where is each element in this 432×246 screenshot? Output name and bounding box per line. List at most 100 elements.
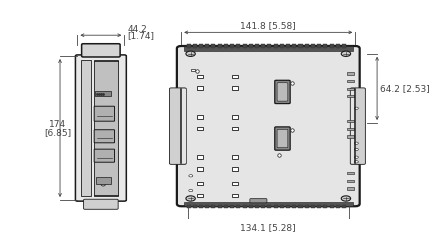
Bar	[81, 60, 91, 196]
Bar	[347, 95, 354, 97]
Bar	[311, 44, 315, 48]
Bar	[261, 44, 265, 48]
Bar	[347, 80, 354, 82]
FancyBboxPatch shape	[84, 199, 118, 209]
Circle shape	[354, 161, 358, 163]
Bar	[232, 167, 238, 170]
Bar	[184, 202, 353, 206]
FancyBboxPatch shape	[94, 106, 114, 121]
Circle shape	[186, 51, 195, 56]
Circle shape	[354, 142, 358, 144]
Bar	[191, 69, 195, 71]
Bar	[211, 44, 216, 48]
Bar	[324, 44, 327, 48]
Bar	[292, 204, 296, 208]
Bar	[347, 88, 354, 90]
Bar	[197, 155, 203, 159]
Bar	[305, 204, 309, 208]
Bar	[181, 89, 186, 163]
Bar	[197, 115, 203, 119]
Bar	[273, 44, 278, 48]
Bar	[330, 204, 334, 208]
Bar	[236, 204, 240, 208]
Bar	[232, 182, 238, 185]
FancyBboxPatch shape	[82, 44, 120, 57]
Circle shape	[341, 196, 351, 201]
Bar	[218, 44, 222, 48]
Bar	[351, 89, 356, 163]
FancyBboxPatch shape	[275, 80, 290, 104]
Bar	[336, 44, 340, 48]
Bar	[242, 204, 247, 208]
Circle shape	[341, 51, 351, 56]
Bar	[249, 44, 253, 48]
Text: 64.2 [2.53]: 64.2 [2.53]	[381, 84, 430, 93]
Text: 174: 174	[49, 120, 66, 129]
Bar	[193, 44, 197, 48]
Text: [6.85]: [6.85]	[44, 128, 71, 137]
FancyBboxPatch shape	[277, 129, 288, 148]
FancyBboxPatch shape	[277, 83, 288, 101]
Bar	[197, 167, 203, 170]
Bar	[249, 204, 253, 208]
Bar	[205, 204, 209, 208]
Bar	[261, 204, 265, 208]
Bar	[280, 204, 284, 208]
Bar	[255, 44, 259, 48]
Bar	[232, 127, 238, 130]
Bar	[184, 46, 353, 50]
Bar	[197, 86, 203, 90]
Bar	[347, 180, 354, 182]
Bar	[273, 204, 278, 208]
Bar	[193, 204, 197, 208]
Bar	[305, 44, 309, 48]
Bar	[197, 194, 203, 197]
FancyBboxPatch shape	[275, 127, 290, 150]
Bar	[347, 120, 354, 122]
Bar	[255, 204, 259, 208]
Bar	[342, 204, 346, 208]
Bar	[218, 204, 222, 208]
Bar	[230, 204, 234, 208]
Bar	[286, 44, 290, 48]
Text: 134.1 [5.28]: 134.1 [5.28]	[241, 223, 296, 232]
Text: 44.2: 44.2	[128, 25, 147, 34]
Bar	[187, 44, 191, 48]
Bar	[299, 204, 302, 208]
Bar	[95, 91, 111, 96]
Circle shape	[189, 175, 193, 177]
Bar	[347, 172, 354, 174]
Bar	[267, 204, 271, 208]
Bar	[267, 44, 271, 48]
Bar	[292, 44, 296, 48]
Bar	[197, 127, 203, 130]
Circle shape	[354, 107, 358, 109]
Bar	[205, 44, 209, 48]
Bar	[187, 204, 191, 208]
Bar	[232, 75, 238, 78]
Bar	[342, 44, 346, 48]
FancyBboxPatch shape	[94, 149, 114, 162]
Bar	[199, 44, 203, 48]
Bar	[232, 194, 238, 197]
Bar	[347, 127, 354, 130]
Bar	[280, 44, 284, 48]
Bar	[347, 72, 354, 75]
Bar	[299, 44, 302, 48]
Bar	[311, 204, 315, 208]
Bar	[224, 204, 228, 208]
Bar	[232, 115, 238, 119]
FancyBboxPatch shape	[350, 88, 365, 164]
Bar	[230, 44, 234, 48]
Bar	[347, 135, 354, 138]
FancyBboxPatch shape	[94, 130, 114, 143]
Bar	[317, 204, 321, 208]
Bar	[232, 86, 238, 90]
Bar	[286, 204, 290, 208]
Bar	[211, 204, 216, 208]
Text: [1.74]: [1.74]	[128, 31, 155, 41]
Bar	[236, 44, 240, 48]
Bar	[96, 177, 111, 184]
Circle shape	[189, 189, 193, 192]
Circle shape	[354, 148, 358, 151]
